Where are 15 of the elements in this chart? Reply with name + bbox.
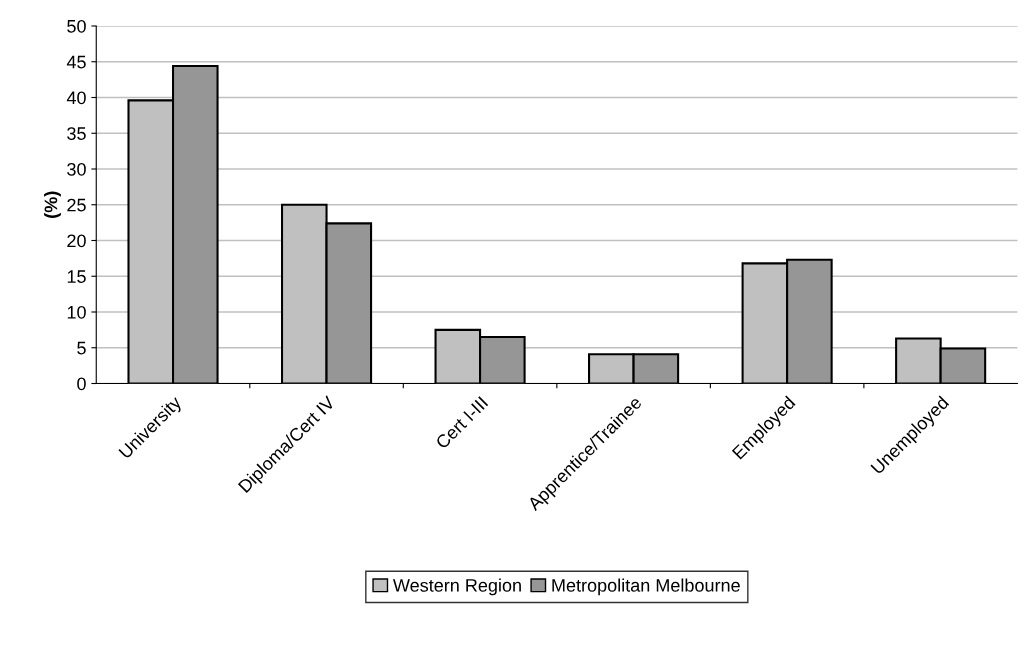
y-tick-label: 20 — [67, 234, 86, 248]
y-tick-label: 35 — [67, 127, 86, 140]
y-tick-label: 45 — [66, 55, 86, 69]
y-tick-label: 25 — [67, 198, 86, 212]
y-tick-label: 0 — [77, 377, 86, 391]
y-tick-label: 5 — [77, 341, 86, 355]
x-tick-label: Cert I-III — [434, 396, 489, 450]
y-axis-title: (%) — [44, 191, 61, 218]
y-tick-label: 50 — [67, 19, 86, 33]
y-tick-label: 15 — [67, 270, 86, 283]
y-tick-label: 30 — [67, 162, 86, 176]
legend-label: Western Region — [392, 578, 521, 596]
y-tick-label: 40 — [66, 91, 86, 105]
legend-label: Metropolitan Melbourne — [552, 578, 740, 596]
y-tick-label: 10 — [67, 305, 86, 319]
